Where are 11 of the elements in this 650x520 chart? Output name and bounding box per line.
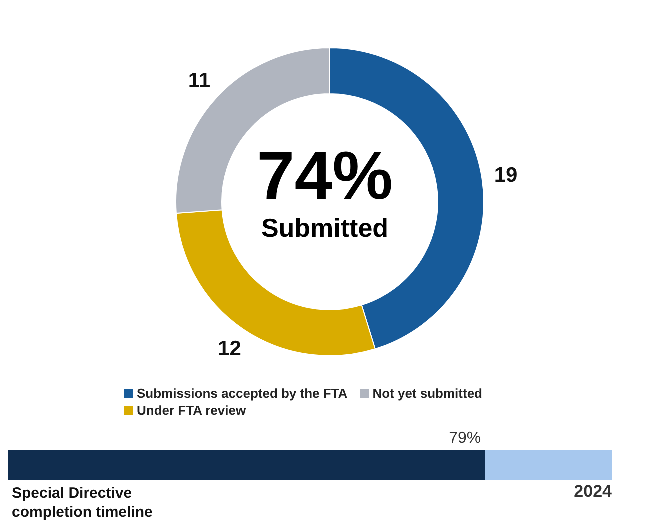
data-label: 11: [188, 69, 211, 92]
legend-label: Submissions accepted by the FTA: [136, 386, 348, 401]
legend-label: Not yet submitted: [372, 386, 482, 401]
data-label: 19: [494, 164, 518, 187]
data-label: 79%: [449, 430, 482, 447]
data-label: 12: [218, 338, 242, 361]
text: Submitted: [260, 212, 390, 244]
text: Special Directive completion timeline: [12, 484, 154, 520]
legend-label: Under FTA review: [136, 403, 248, 418]
text: 2024: [574, 482, 612, 502]
text: 74%: [256, 138, 394, 214]
